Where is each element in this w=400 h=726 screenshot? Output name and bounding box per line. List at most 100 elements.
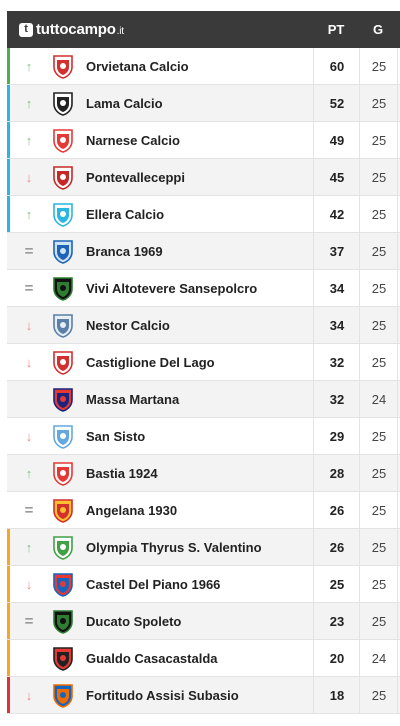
games-cell: 25 [359,48,398,85]
team-name[interactable]: Massa Martana [86,392,180,407]
table-row[interactable]: ↓ San Sisto 29 25 [7,418,400,455]
trend-none [21,381,37,418]
column-divider [397,492,398,528]
table-row[interactable]: ↑ Olympia Thyrus S. Valentino 26 25 [7,529,400,566]
trend-up-icon: ↑ [25,133,33,148]
team-name[interactable]: Ellera Calcio [86,207,165,222]
table-row[interactable]: Gualdo Casacastalda 20 24 [7,640,400,677]
zone-indicator [7,122,10,158]
table-row[interactable]: ↓ Fortitudo Assisi Subasio 18 25 [7,677,400,714]
trend-up-icon: ↑ [25,207,33,222]
team-name[interactable]: Branca 1969 [86,244,163,259]
table-row[interactable]: ↓ Castel Del Piano 1966 25 25 [7,566,400,603]
zone-indicator [7,677,10,713]
team-name[interactable]: Narnese Calcio [86,133,180,148]
column-divider [397,529,398,565]
team-name[interactable]: Olympia Thyrus S. Valentino [86,540,262,555]
team-name[interactable]: Lama Calcio [86,96,163,111]
table-row[interactable]: Massa Martana 32 24 [7,381,400,418]
team-name[interactable]: Bastia 1924 [86,466,158,481]
zone-indicator [7,603,10,639]
zone-indicator [7,307,10,343]
points-cell: 37 [313,233,360,270]
team-name[interactable]: Orvietana Calcio [86,59,189,74]
zone-indicator [7,640,10,676]
table-row[interactable]: = Branca 1969 37 25 [7,233,400,270]
column-divider [397,233,398,269]
table-row[interactable]: ↑ Orvietana Calcio 60 25 [7,48,400,85]
team-name[interactable]: Ducato Spoleto [86,614,182,629]
team-name[interactable]: San Sisto [86,429,146,444]
games-cell: 25 [359,270,398,307]
team-crest-icon [53,425,73,449]
column-divider [397,640,398,676]
games-cell: 25 [359,344,398,381]
table-row[interactable]: = Ducato Spoleto 23 25 [7,603,400,640]
zone-indicator [7,85,10,121]
column-header-points[interactable]: PT [327,22,345,37]
trend-up-icon: ↑ [25,466,33,481]
points-cell: 18 [313,677,360,714]
team-crest-icon [53,647,73,671]
team-crest-icon [53,351,73,375]
games-cell: 25 [359,159,398,196]
table-row[interactable]: = Vivi Altotevere Sansepolcro 34 25 [7,270,400,307]
team-name[interactable]: Gualdo Casacastalda [86,651,218,666]
brand-name: tuttocampo [36,21,116,38]
games-cell: 25 [359,603,398,640]
games-cell: 24 [359,640,398,677]
games-cell: 24 [359,381,398,418]
team-name[interactable]: Fortitudo Assisi Subasio [86,688,239,703]
table-row[interactable]: ↓ Nestor Calcio 34 25 [7,307,400,344]
team-crest-icon [53,314,73,338]
table-row[interactable]: ↑ Narnese Calcio 49 25 [7,122,400,159]
points-cell: 23 [313,603,360,640]
team-name[interactable]: Castel Del Piano 1966 [86,577,221,592]
table-row[interactable]: ↑ Bastia 1924 28 25 [7,455,400,492]
column-divider [397,307,398,343]
table-row[interactable]: ↓ Pontevalleceppi 45 25 [7,159,400,196]
team-name[interactable]: Castiglione Del Lago [86,355,215,370]
points-cell: 26 [313,492,360,529]
points-cell: 49 [313,122,360,159]
points-cell: 60 [313,48,360,85]
games-cell: 25 [359,529,398,566]
points-cell: 26 [313,529,360,566]
tuttocampo-logo[interactable]: t tuttocampo .it [19,11,124,48]
points-cell: 28 [313,455,360,492]
column-header-games[interactable]: G [372,22,384,37]
zone-indicator [7,233,10,269]
trend-up-icon: ↑ [25,540,33,555]
points-cell: 34 [313,270,360,307]
table-row[interactable]: ↑ Ellera Calcio 42 25 [7,196,400,233]
zone-indicator [7,344,10,380]
zone-indicator [7,529,10,565]
team-name[interactable]: Nestor Calcio [86,318,170,333]
team-name[interactable]: Angelana 1930 [86,503,178,518]
zone-indicator [7,270,10,306]
brand-icon: t [19,22,33,37]
trend-down-icon: ↓ [25,429,33,444]
column-divider [397,381,398,417]
trend-up-icon: ↑ [25,59,33,74]
team-name[interactable]: Pontevalleceppi [86,170,185,185]
zone-indicator [7,381,10,417]
table-row[interactable]: ↑ Lama Calcio 52 25 [7,85,400,122]
column-divider [397,196,398,232]
points-cell: 32 [313,344,360,381]
games-cell: 25 [359,677,398,714]
games-cell: 25 [359,196,398,233]
column-divider [397,48,398,84]
table-row[interactable]: = Angelana 1930 26 25 [7,492,400,529]
trend-down-icon: ↓ [25,170,33,185]
table-row[interactable]: ↓ Castiglione Del Lago 32 25 [7,344,400,381]
team-crest-icon [53,55,73,79]
column-divider [397,270,398,306]
team-crest-icon [53,610,73,634]
games-cell: 25 [359,492,398,529]
team-name[interactable]: Vivi Altotevere Sansepolcro [86,281,258,296]
trend-up-icon: ↑ [25,96,33,111]
trend-equal-icon: = [24,613,34,630]
games-cell: 25 [359,418,398,455]
column-divider [397,159,398,195]
